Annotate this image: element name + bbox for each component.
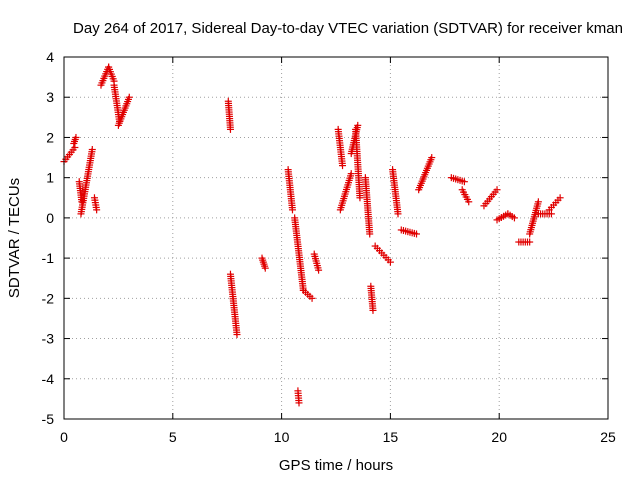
data-point [315,266,323,274]
data-point [547,210,555,218]
data-point [72,133,80,141]
data-point [394,210,402,218]
y-tick-label: -1 [42,250,55,266]
data-points [60,63,564,407]
y-tick-label: -3 [42,331,55,347]
axis-ticks [63,56,609,420]
x-tick-label: 0 [60,429,68,445]
data-point [288,206,296,214]
data-point [125,93,133,101]
data-point [493,186,501,194]
data-point [460,178,468,186]
data-point [88,146,96,154]
data-point [71,144,79,151]
data-point [339,162,347,170]
x-tick-label: 15 [383,429,399,445]
data-point [413,230,421,238]
data-point [93,206,101,214]
data-point [366,230,374,238]
chart-title: Day 264 of 2017, Sidereal Day-to-day VTE… [73,20,623,37]
data-point [347,170,355,178]
data-point [510,214,518,222]
grid-lines [64,57,608,419]
data-point [356,194,364,202]
plot-frame [63,56,609,420]
y-tick-labels: -5 -4 -3 -2 -1 0 1 2 3 4 [42,49,55,427]
data-point [526,238,534,246]
data-point [233,331,241,339]
data-point [261,264,269,272]
y-tick-label: 4 [46,49,54,65]
x-tick-label: 25 [600,429,616,445]
y-tick-label: 0 [46,210,54,226]
y-tick-label: 2 [46,129,54,145]
y-tick-label: 1 [46,170,54,186]
y-tick-label: -2 [42,290,55,306]
x-axis-label: GPS time / hours [279,457,393,474]
data-point [369,306,377,314]
data-point [556,194,564,202]
y-tick-label: -5 [42,411,55,427]
data-point [226,125,234,133]
x-tick-label: 5 [169,429,177,445]
x-tick-label: 20 [491,429,507,445]
x-tick-label: 10 [274,429,290,445]
data-point [386,258,394,266]
x-tick-labels: 0 5 10 15 20 25 [60,429,616,445]
data-point [354,121,362,129]
data-point [428,154,436,162]
y-axis-label: SDTVAR / TECUs [6,178,23,298]
data-point [308,294,316,302]
y-tick-label: -4 [42,371,55,387]
data-point [465,198,473,206]
data-point [534,198,542,206]
y-tick-label: 3 [46,89,54,105]
data-point [295,399,303,407]
